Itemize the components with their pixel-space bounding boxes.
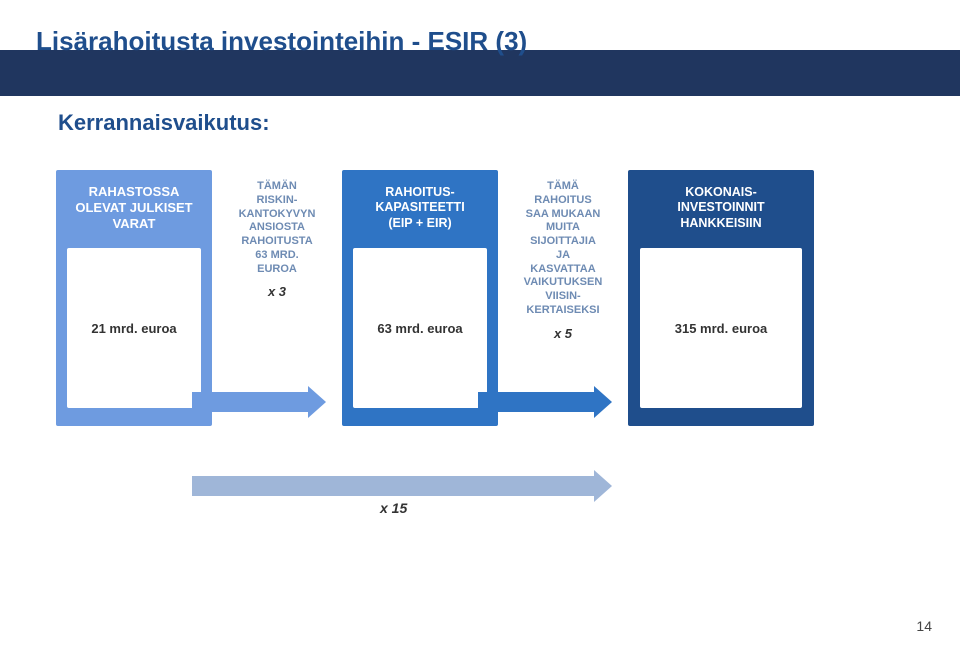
arrow-2-head-icon — [594, 386, 612, 418]
box1-value: 21 mrd. euroa — [67, 248, 201, 408]
slide-page: Lisärahoitusta investointeihin - ESIR (3… — [0, 0, 960, 650]
connector-1-multiplier: x 3 — [268, 284, 286, 299]
arrow-bottom-shaft — [192, 476, 594, 496]
box1-caption: RAHASTOSSA OLEVAT JULKISET VARAT — [71, 170, 196, 242]
box-financing-capacity: RAHOITUS- KAPASITEETTI (EIP + EIR) 63 mr… — [342, 170, 498, 426]
flow-diagram: RAHASTOSSA OLEVAT JULKISET VARAT 21 mrd.… — [56, 170, 876, 426]
arrow-bottom — [192, 470, 612, 502]
box-public-funds: RAHASTOSSA OLEVAT JULKISET VARAT 21 mrd.… — [56, 170, 212, 426]
arrow-2-shaft — [478, 392, 594, 412]
page-subtitle: Kerrannaisvaikutus: — [58, 110, 270, 136]
box2-caption: RAHOITUS- KAPASITEETTI (EIP + EIR) — [371, 170, 468, 242]
box3-caption: KOKONAIS- INVESTOINNIT HANKKEISIIN — [673, 170, 768, 242]
arrow-bottom-head-icon — [594, 470, 612, 502]
arrow-1-shaft — [192, 392, 308, 412]
box-total-investments: KOKONAIS- INVESTOINNIT HANKKEISIIN 315 m… — [628, 170, 814, 426]
page-title: Lisärahoitusta investointeihin - ESIR (3… — [36, 26, 527, 57]
arrow-1-head-icon — [308, 386, 326, 418]
connector-2-text: TÄMÄ RAHOITUS SAA MUKAAN MUITA SIJOITTAJ… — [524, 180, 603, 318]
arrow-2 — [478, 392, 612, 412]
connector-2-multiplier: x 5 — [554, 326, 572, 341]
box3-value: 315 mrd. euroa — [640, 248, 802, 408]
page-number: 14 — [916, 618, 932, 634]
arrow-1 — [192, 392, 326, 412]
box2-value: 63 mrd. euroa — [353, 248, 487, 408]
connector-1-text: TÄMÄN RISKIN- KANTOKYVYN ANSIOSTA RAHOIT… — [239, 180, 316, 276]
bottom-multiplier: x 15 — [380, 500, 407, 516]
